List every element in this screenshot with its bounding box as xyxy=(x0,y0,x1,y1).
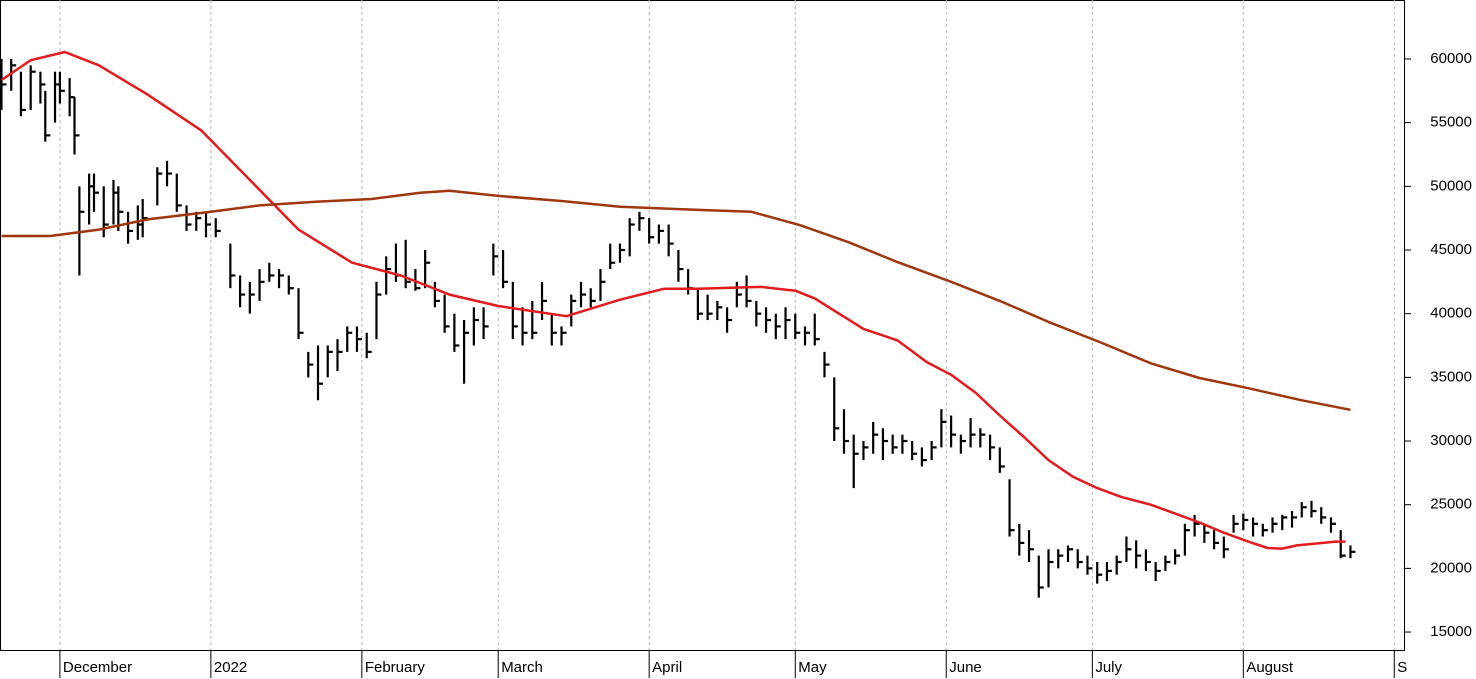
plot-frame xyxy=(0,0,1405,651)
y-tick-label: 35000 xyxy=(1430,368,1472,385)
moving-average xyxy=(1,189,1351,412)
y-tick-label: 15000 xyxy=(1430,623,1472,640)
y-tick-label: 55000 xyxy=(1430,114,1472,131)
x-tick-label: S xyxy=(1397,659,1407,676)
x-tick-label: July xyxy=(1095,659,1122,676)
y-tick-label: 45000 xyxy=(1430,241,1472,258)
y-tick-label: 30000 xyxy=(1430,432,1472,449)
y-tick-label: 50000 xyxy=(1430,177,1472,194)
x-tick-label: March xyxy=(501,659,543,676)
moving-average xyxy=(0,50,1346,550)
x-tick-label: June xyxy=(949,659,982,676)
x-tick-label: February xyxy=(365,659,426,676)
y-tick-label: 25000 xyxy=(1430,496,1472,513)
y-tick-label: 40000 xyxy=(1430,305,1472,322)
x-tick-label: April xyxy=(652,659,682,676)
y-tick-label: 20000 xyxy=(1430,559,1472,576)
y-tick-label: 60000 xyxy=(1430,50,1472,67)
x-tick-label: 2022 xyxy=(214,659,247,676)
x-tick-label: December xyxy=(63,659,132,676)
x-tick-label: August xyxy=(1246,659,1294,676)
x-tick-label: May xyxy=(798,659,827,676)
